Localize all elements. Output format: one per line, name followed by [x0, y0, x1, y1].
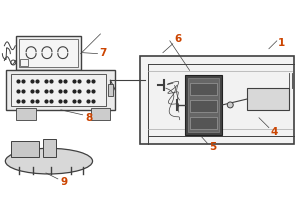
- Bar: [16, 108, 36, 120]
- Text: 5: 5: [209, 142, 216, 152]
- Bar: [190, 100, 218, 112]
- Text: 7: 7: [100, 48, 107, 58]
- Bar: [190, 117, 218, 129]
- Bar: [188, 78, 219, 132]
- Circle shape: [227, 102, 233, 108]
- Bar: [140, 56, 294, 144]
- Bar: [108, 84, 113, 96]
- Bar: [11, 74, 106, 106]
- Bar: [91, 108, 110, 120]
- Bar: [20, 59, 28, 66]
- Bar: [16, 36, 81, 70]
- Text: 8: 8: [85, 113, 92, 123]
- Bar: [247, 88, 289, 110]
- Bar: [11, 141, 39, 157]
- Text: 1: 1: [278, 38, 285, 48]
- Ellipse shape: [5, 148, 92, 174]
- Bar: [190, 83, 218, 95]
- Text: 9: 9: [60, 177, 68, 187]
- Text: 4: 4: [270, 127, 278, 137]
- Bar: [43, 139, 56, 157]
- Text: 6: 6: [174, 34, 182, 44]
- Bar: [185, 75, 222, 135]
- Bar: [19, 39, 78, 67]
- Bar: [6, 70, 115, 110]
